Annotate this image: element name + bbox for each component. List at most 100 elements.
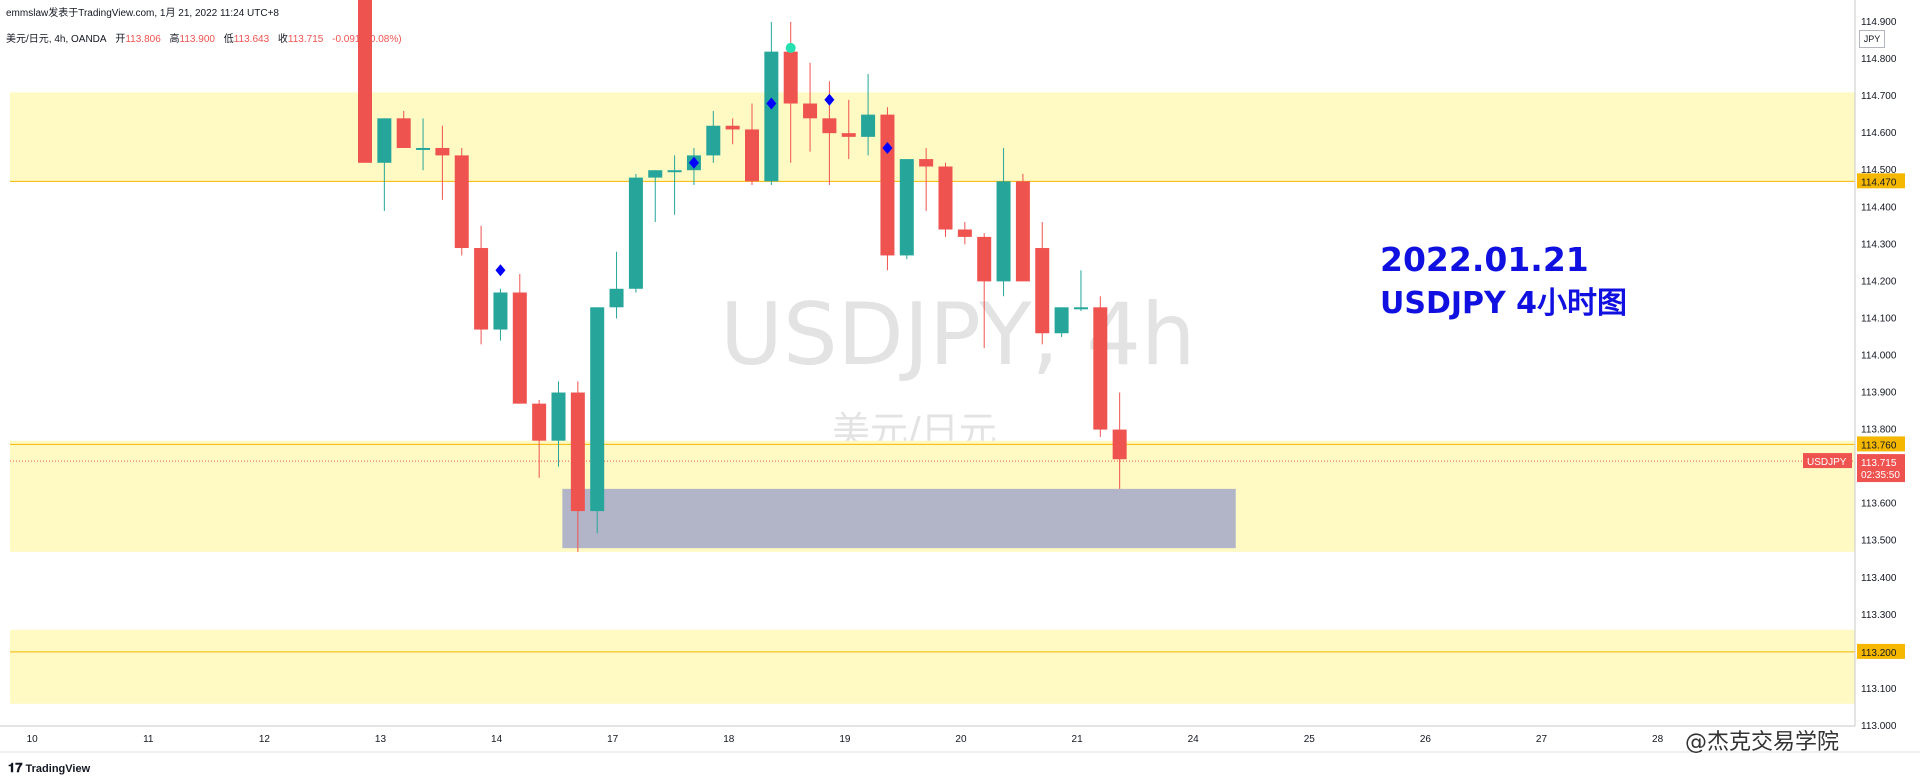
candle-body [725,125,740,130]
y-tick-label: 114.900 [1861,17,1897,28]
candle-body [822,118,837,134]
last-price-value: 113.715 [1861,458,1897,469]
candle-body [996,181,1011,282]
symbol-label[interactable]: 美元/日元, 4h, OANDA [6,34,107,45]
candle-body [551,392,566,441]
x-tick-label: 25 [1304,734,1316,745]
x-tick-label: 18 [723,734,735,745]
y-tick-label: 114.500 [1861,165,1897,176]
last-price-countdown: 02:35:50 [1861,470,1900,481]
y-tick-label: 114.200 [1861,276,1897,287]
signal-marker [824,93,835,106]
candle-body [377,118,392,163]
signal-marker [882,141,893,154]
candle-body [706,125,721,156]
candle-body [977,236,992,282]
x-tick-label: 11 [143,734,154,745]
x-tick-label: 14 [491,734,503,745]
annotation-date: 2022.01.21 [1380,240,1589,279]
candle-body [1112,429,1127,460]
candle-body [532,403,547,441]
candle-body [1093,307,1108,430]
y-tick-label: 114.600 [1861,128,1897,139]
price-axis-bg [1855,0,1920,726]
signal-marker [766,97,777,110]
candle-body [745,129,759,182]
candle-body [957,229,972,237]
level-price-tag [1857,436,1905,452]
low-label: 低 [223,34,234,45]
x-tick-label: 24 [1188,734,1200,745]
signal-marker-alt [785,42,796,53]
y-tick-label: 113.900 [1861,388,1897,399]
chart-header-meta: emmslaw发表于TradingView.com, 1月 21, 2022 1… [6,8,279,19]
x-tick-label: 13 [375,734,387,745]
candle-body [609,288,624,308]
author-credit: @杰克交易学院 [1685,730,1840,755]
symbol-tag-label: USDJPY [1807,457,1847,468]
x-tick-label: 27 [1536,734,1548,745]
tradingview-logo-text: TradingView [25,763,91,775]
level-price-label: 113.200 [1861,648,1897,659]
x-tick-label: 19 [839,734,851,745]
close-value: 113.715 [287,34,324,45]
candle-body [803,103,818,119]
level-price-tag [1857,643,1905,659]
x-tick-label: 26 [1420,734,1432,745]
candle-body [880,114,895,256]
y-tick-label: 113.300 [1861,610,1897,621]
low-value: 113.643 [233,34,270,45]
y-tick-label: 114.000 [1861,350,1897,361]
currency-button[interactable]: JPY [1859,30,1885,48]
y-tick-label: 114.800 [1861,54,1897,65]
open-value: 113.806 [125,34,161,45]
y-tick-label: 113.600 [1861,499,1897,510]
symbol-tag [1803,453,1852,469]
high-label: 高 [169,34,180,45]
signal-marker [688,156,699,169]
demand-box [562,488,1236,549]
support-resistance-zone [10,629,1855,704]
x-tick-label: 21 [1072,734,1084,745]
candle-body [841,133,856,137]
y-tick-label: 114.100 [1861,313,1897,324]
candle-body [667,170,682,173]
y-tick-label: 113.100 [1861,684,1897,695]
candle-body [899,159,914,256]
y-tick-label: 114.700 [1861,91,1897,102]
level-price-label: 114.470 [1861,177,1897,188]
candle-body [1035,248,1050,334]
candle-body [454,155,469,249]
x-tick-label: 10 [27,734,39,745]
candle-body [861,114,876,137]
candle-body [493,292,508,330]
candle-body [1073,307,1088,310]
tradingview-logo[interactable]: 𝟏𝟕 TradingView [8,760,90,776]
x-tick-label: 12 [259,734,271,745]
candle-body [474,248,489,330]
high-value: 113.900 [179,34,215,45]
x-tick-label: 17 [607,734,619,745]
candle-body [435,147,450,156]
candle-body [416,147,431,150]
candle-body [1054,307,1069,334]
annotation-title: USDJPY 4小时图 [1380,286,1628,321]
x-tick-label: 28 [1652,734,1664,745]
tradingview-logo-icon: 𝟏𝟕 [8,760,23,775]
candle-body [764,51,779,182]
level-price-label: 113.760 [1861,440,1897,451]
candle-body [648,170,663,178]
y-tick-label: 113.800 [1861,425,1897,436]
candle-body [358,0,372,163]
candle-body [590,307,605,512]
signal-marker [495,264,506,277]
y-tick-label: 113.500 [1861,536,1897,547]
candle-body [570,392,585,512]
candle-body [938,166,953,230]
candle-body [628,177,643,289]
close-label: 收 [277,34,288,45]
support-resistance-zone [10,92,1855,182]
candle-body [783,51,798,104]
open-label: 开 [115,34,126,45]
